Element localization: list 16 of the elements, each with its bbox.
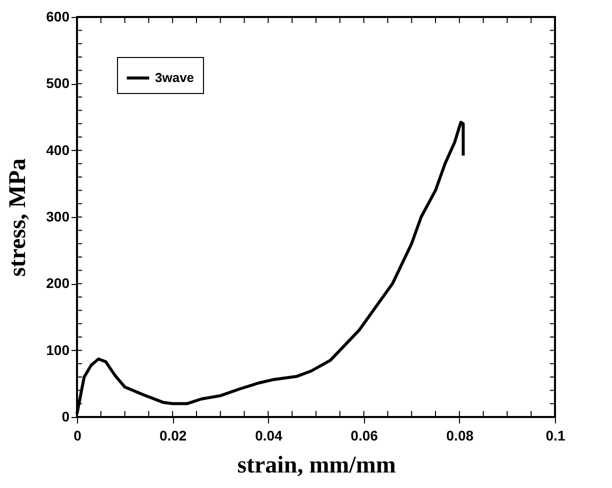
x-tick-label: 0.06 — [350, 428, 378, 444]
y-tick-label: 400 — [46, 142, 70, 158]
x-tick-label: 0.1 — [546, 428, 566, 444]
y-tick-label: 200 — [46, 275, 70, 292]
y-tick-label: 100 — [46, 342, 70, 358]
y-tick-label: 500 — [46, 75, 70, 92]
x-tick-label: 0.08 — [446, 428, 474, 444]
y-tick-label: 300 — [46, 208, 70, 224]
y-axis-title: stress, MPa — [5, 158, 32, 277]
x-axis-title: strain, mm/mm — [237, 452, 396, 478]
y-tick-label: 600 — [46, 8, 70, 24]
x-tick-label: 0.04 — [255, 428, 283, 444]
x-tick-label: 0 — [74, 428, 82, 444]
y-tick-label: 0 — [62, 408, 70, 424]
legend-label: 3wave — [155, 70, 194, 85]
x-tick-label: 0.02 — [159, 428, 187, 444]
